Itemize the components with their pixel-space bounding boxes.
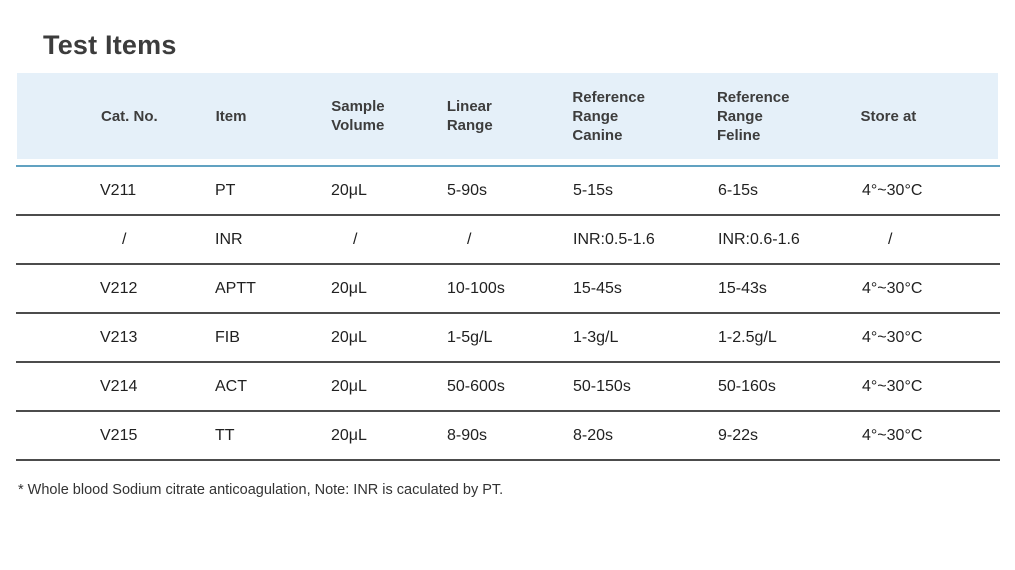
cell-linear-range: 50-600s	[447, 377, 505, 395]
cell-range-feline: 50-160s	[718, 377, 776, 395]
cell-store-at: 4°~30°C	[862, 426, 923, 444]
table-row-fib: V213 FIB 20μL 1-5g/L 1-3g/L 1-2.5g/L 4°~…	[16, 314, 1000, 363]
table-header-row: Cat. No. Item Sample Volume Linear Range…	[17, 73, 998, 159]
column-header-cat-no: Cat. No.	[101, 107, 158, 125]
cell-store-at: /	[888, 230, 893, 248]
cell-cat-no: V212	[100, 279, 138, 297]
cell-cat-no: /	[122, 230, 127, 248]
cell-store-at: 4°~30°C	[862, 377, 923, 395]
cell-sample-volume: 20μL	[331, 181, 367, 199]
cell-store-at: 4°~30°C	[862, 328, 923, 346]
cell-item: TT	[215, 426, 235, 444]
cell-range-feline: 9-22s	[718, 426, 759, 444]
cell-store-at: 4°~30°C	[862, 181, 923, 199]
cell-cat-no: V215	[100, 426, 138, 444]
cell-linear-range: 8-90s	[447, 426, 488, 444]
cell-range-canine: 8-20s	[573, 426, 614, 444]
table-row-inr: / INR / / INR:0.5-1.6 INR:0.6-1.6 /	[16, 216, 1000, 265]
cell-range-feline: 6-15s	[718, 181, 759, 199]
table-row-tt: V215 TT 20μL 8-90s 8-20s 9-22s 4°~30°C	[16, 412, 1000, 461]
cell-item: FIB	[215, 328, 240, 346]
table-row-pt: V211 PT 20μL 5-90s 5-15s 6-15s 4°~30°C	[16, 167, 1000, 216]
footnote: * Whole blood Sodium citrate anticoagula…	[18, 482, 504, 498]
cell-store-at: 4°~30°C	[862, 279, 923, 297]
cell-item: INR	[215, 230, 243, 248]
cell-range-canine: 15-45s	[573, 279, 622, 297]
table-row-act: V214 ACT 20μL 50-600s 50-150s 50-160s 4°…	[16, 363, 1000, 412]
cell-sample-volume: /	[353, 230, 358, 248]
column-header-item: Item	[215, 107, 247, 125]
cell-range-feline: INR:0.6-1.6	[718, 230, 800, 248]
column-header-reference-range-feline: Reference Range Feline	[716, 88, 790, 144]
column-header-store-at: Store at	[860, 107, 917, 125]
column-header-sample-volume: Sample Volume	[331, 98, 385, 134]
cell-sample-volume: 20μL	[331, 426, 367, 444]
cell-range-canine: 50-150s	[573, 377, 631, 395]
cell-item: ACT	[215, 377, 247, 395]
cell-range-feline: 1-2.5g/L	[718, 328, 777, 346]
cell-sample-volume: 20μL	[331, 279, 367, 297]
column-header-linear-range: Linear Range	[446, 98, 493, 134]
cell-item: APTT	[215, 279, 256, 297]
cell-range-canine: 5-15s	[573, 181, 614, 199]
cell-linear-range: 1-5g/L	[447, 328, 493, 346]
cell-range-feline: 15-43s	[718, 279, 767, 297]
column-header-reference-range-canine: Reference Range Canine	[572, 88, 645, 144]
header-divider-rule	[16, 165, 1000, 167]
cell-item: PT	[215, 181, 236, 199]
cell-range-canine: INR:0.5-1.6	[573, 230, 655, 248]
cell-linear-range: /	[467, 230, 472, 248]
table-body: V211 PT 20μL 5-90s 5-15s 6-15s 4°~30°C /…	[16, 167, 1000, 461]
cell-cat-no: V211	[100, 181, 137, 199]
cell-sample-volume: 20μL	[331, 328, 367, 346]
table-row-aptt: V212 APTT 20μL 10-100s 15-45s 15-43s 4°~…	[16, 265, 1000, 314]
cell-linear-range: 5-90s	[447, 181, 488, 199]
cell-range-canine: 1-3g/L	[573, 328, 619, 346]
cell-cat-no: V213	[100, 328, 138, 346]
cell-cat-no: V214	[100, 377, 138, 395]
cell-linear-range: 10-100s	[447, 279, 505, 297]
page-title: Test Items	[43, 30, 177, 60]
cell-sample-volume: 20μL	[331, 377, 367, 395]
